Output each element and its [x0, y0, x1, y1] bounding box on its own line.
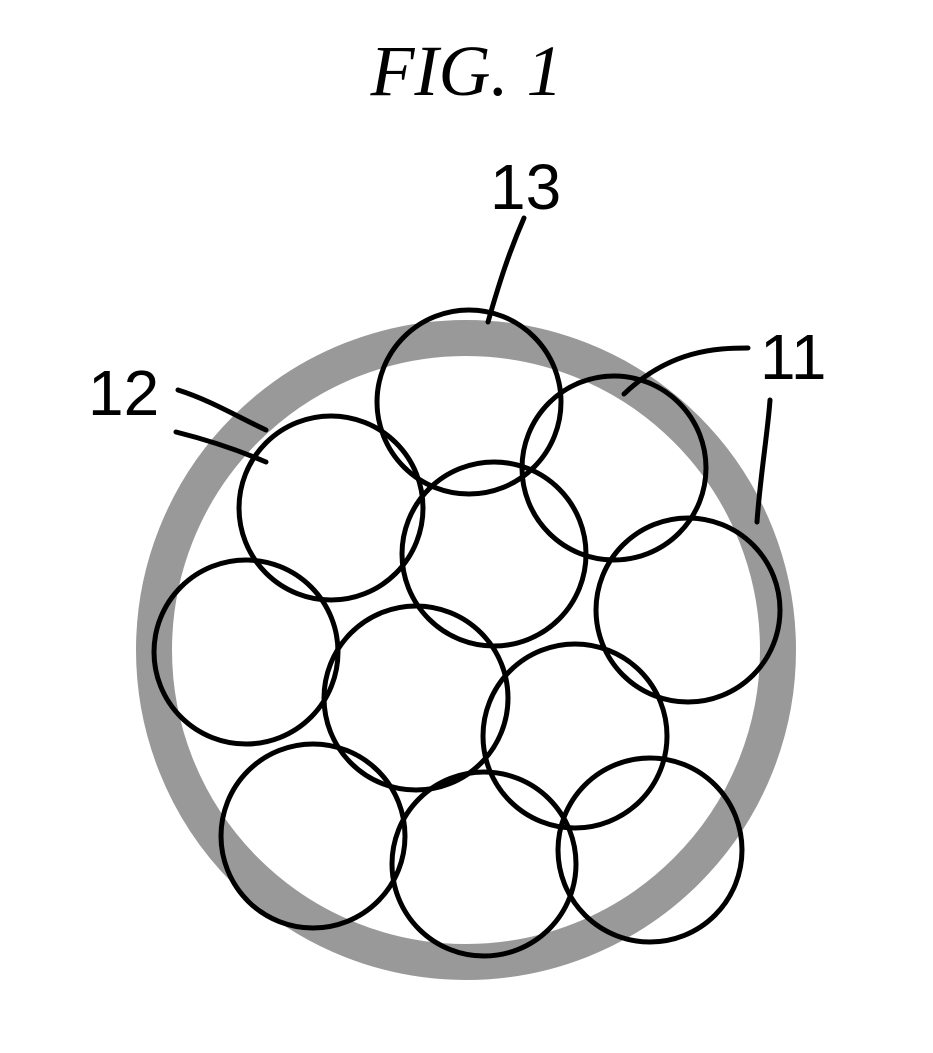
callout-label-13: 13	[490, 150, 561, 224]
leader-line	[488, 218, 524, 322]
figure-page: FIG. 1 131211	[0, 0, 933, 1053]
figure-svg	[0, 0, 933, 1053]
callout-label-11: 11	[760, 320, 826, 394]
leader-line	[757, 400, 770, 522]
outer-ring	[154, 338, 778, 962]
callout-label-12: 12	[88, 356, 159, 430]
